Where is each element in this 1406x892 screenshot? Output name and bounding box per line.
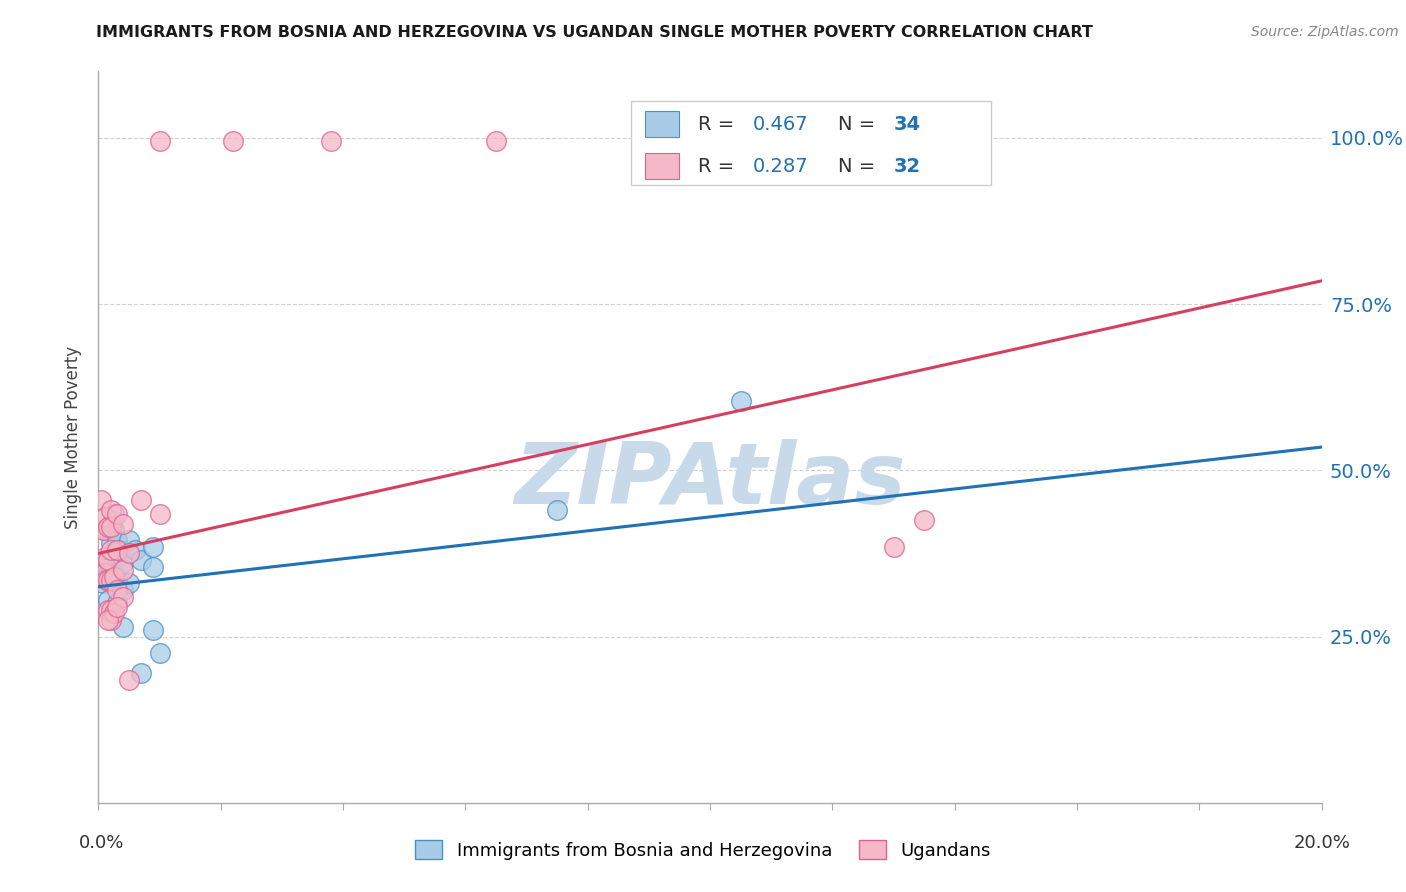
Point <box>912 513 935 527</box>
Text: 32: 32 <box>894 157 921 176</box>
Point <box>105 582 128 597</box>
Point <box>103 570 125 584</box>
FancyBboxPatch shape <box>630 101 991 185</box>
Text: Source: ZipAtlas.com: Source: ZipAtlas.com <box>1251 25 1399 39</box>
Point <box>91 576 114 591</box>
Point <box>97 603 120 617</box>
Text: 0.467: 0.467 <box>752 115 808 134</box>
Text: R =: R = <box>697 115 741 134</box>
Text: 20.0%: 20.0% <box>1294 834 1350 852</box>
Point <box>142 623 165 637</box>
Point <box>105 507 128 521</box>
Point <box>105 596 128 610</box>
Point <box>100 603 122 617</box>
Point <box>97 549 120 564</box>
Point <box>97 553 120 567</box>
Point <box>129 666 152 681</box>
Point <box>103 507 125 521</box>
Point <box>100 573 122 587</box>
Point <box>129 493 152 508</box>
Point <box>100 559 122 574</box>
Text: N =: N = <box>838 115 882 134</box>
Point <box>93 509 115 524</box>
Point <box>118 546 141 560</box>
Point <box>90 493 112 508</box>
Point <box>100 573 122 587</box>
Y-axis label: Single Mother Poverty: Single Mother Poverty <box>65 345 83 529</box>
Point <box>97 593 120 607</box>
Point <box>94 573 117 587</box>
Point <box>105 570 128 584</box>
Point <box>108 543 131 558</box>
Point <box>105 599 128 614</box>
Point <box>97 573 120 587</box>
Text: N =: N = <box>838 157 882 176</box>
Point <box>100 536 122 550</box>
Point <box>111 557 134 571</box>
Text: R =: R = <box>697 157 741 176</box>
Point <box>105 549 128 564</box>
Point <box>105 543 128 558</box>
Point <box>149 507 172 521</box>
Legend: Immigrants from Bosnia and Herzegovina, Ugandans: Immigrants from Bosnia and Herzegovina, … <box>408 833 998 867</box>
Point <box>111 516 134 531</box>
FancyBboxPatch shape <box>645 111 679 137</box>
Point <box>93 557 115 571</box>
Point <box>319 134 342 148</box>
Point <box>142 559 165 574</box>
Point <box>118 533 141 548</box>
Point <box>103 546 125 560</box>
Point <box>105 533 128 548</box>
Point <box>100 613 122 627</box>
Point <box>103 570 125 584</box>
Point <box>91 559 114 574</box>
Point <box>94 523 117 537</box>
Point <box>730 393 752 408</box>
Point <box>546 503 568 517</box>
Point <box>103 523 125 537</box>
Point <box>93 566 115 581</box>
Point <box>97 566 120 581</box>
Point <box>111 582 134 597</box>
Point <box>93 549 115 564</box>
Point <box>111 590 134 604</box>
FancyBboxPatch shape <box>645 153 679 179</box>
Text: IMMIGRANTS FROM BOSNIA AND HERZEGOVINA VS UGANDAN SINGLE MOTHER POVERTY CORRELAT: IMMIGRANTS FROM BOSNIA AND HERZEGOVINA V… <box>96 25 1092 40</box>
Point <box>111 619 134 633</box>
Point <box>142 540 165 554</box>
Text: ZIPAtlas: ZIPAtlas <box>515 440 905 523</box>
Text: 0.0%: 0.0% <box>79 834 124 852</box>
Point <box>883 540 905 554</box>
Point <box>129 553 152 567</box>
Point <box>97 613 120 627</box>
Text: 0.287: 0.287 <box>752 157 808 176</box>
Point <box>149 134 172 148</box>
Point <box>103 607 125 621</box>
Point <box>118 673 141 687</box>
Point <box>118 576 141 591</box>
Point <box>100 516 122 531</box>
Point <box>222 134 245 148</box>
Point <box>124 543 146 558</box>
Point <box>100 543 122 558</box>
Point <box>91 523 114 537</box>
Point <box>111 563 134 577</box>
Point <box>485 134 508 148</box>
Point <box>100 520 122 534</box>
Point <box>97 520 120 534</box>
Text: 34: 34 <box>894 115 921 134</box>
Point <box>100 503 122 517</box>
Point <box>149 646 172 660</box>
